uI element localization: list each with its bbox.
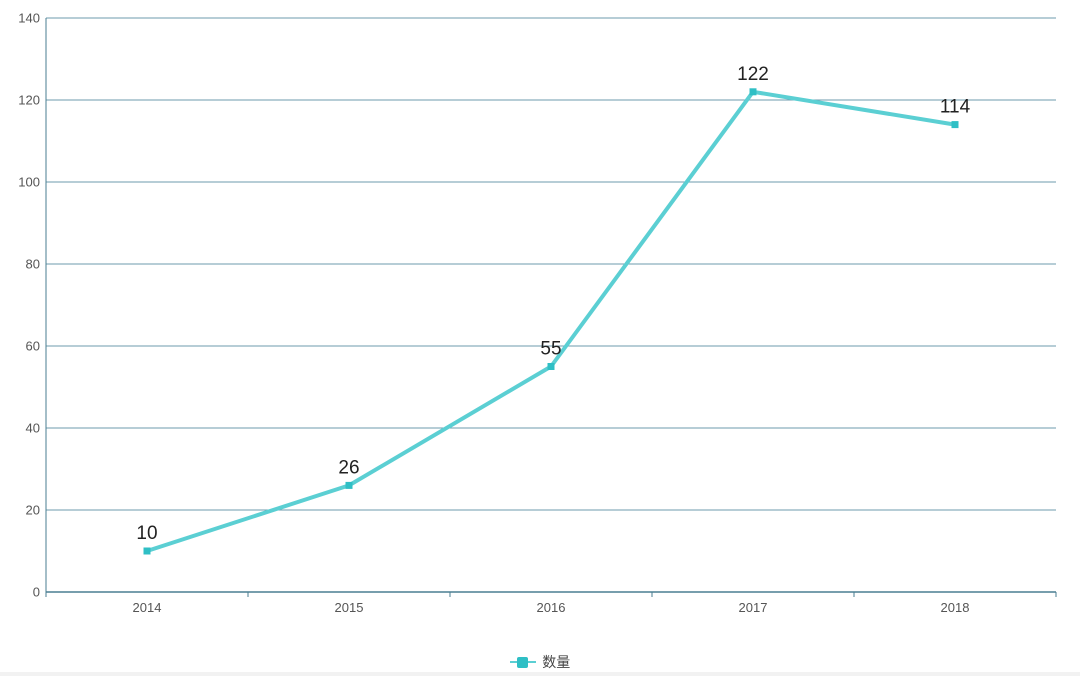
x-tick-label: 2015 [335,600,364,615]
bottom-divider [0,672,1080,676]
y-tick-label: 60 [26,339,40,354]
y-tick-label: 140 [18,11,40,26]
data-markers [143,88,959,555]
data-label: 26 [338,457,359,478]
y-tick-label: 20 [26,503,40,518]
y-tick-label: 100 [18,175,40,190]
series-line [145,89,957,553]
data-label: 10 [136,523,157,544]
y-axis-tick-labels: 0 20 40 60 80 100 120 140 [18,11,40,600]
y-tick-label: 0 [33,585,40,600]
x-tick-label: 2014 [133,600,162,615]
data-point [951,121,959,129]
data-label: 114 [940,97,971,118]
x-axis-tick-labels: 2014 2015 2016 2017 2018 [133,600,970,615]
y-tick-label: 120 [18,93,40,108]
x-tick-label: 2017 [739,600,768,615]
legend[interactable]: 数量 [0,652,1080,672]
gridlines [46,17,1056,511]
data-label: 122 [737,64,769,85]
data-point [345,481,353,489]
axes [45,18,1057,597]
y-tick-label: 80 [26,257,40,272]
legend-label: 数量 [542,655,571,671]
data-label: 55 [540,339,561,360]
data-point [143,547,151,555]
series-group [145,89,957,553]
data-point [547,363,555,370]
x-tick-label: 2016 [537,600,566,615]
x-tick-label: 2018 [941,600,970,615]
data-point [749,88,757,96]
legend-marker-icon [509,655,536,669]
y-tick-label: 40 [26,421,40,436]
data-labels: 10 26 55 122 114 [136,64,970,544]
